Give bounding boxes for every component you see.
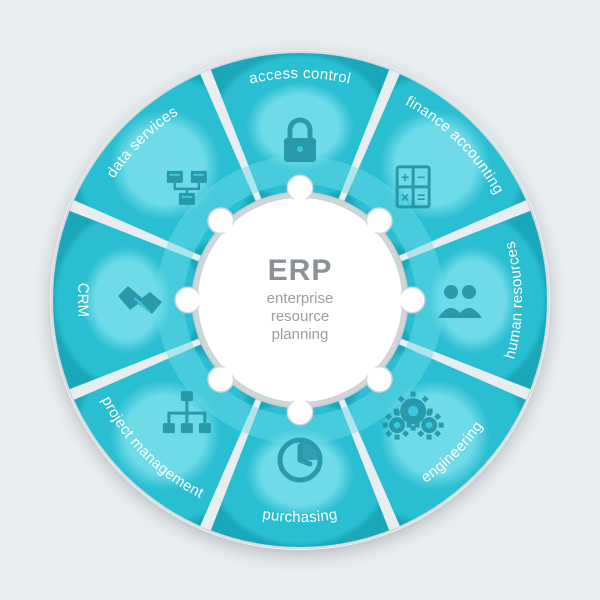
svg-text:=: = [417,189,425,205]
erp-wheel-svg: + − × = [0,0,600,600]
svg-text:−: − [417,169,425,185]
svg-text:×: × [401,189,409,205]
svg-text:+: + [401,169,409,185]
hub [176,176,424,424]
erp-infographic: + − × = [0,0,600,600]
calculator-icon: + − × = [397,167,429,207]
label-handshake: CRM [74,282,92,317]
